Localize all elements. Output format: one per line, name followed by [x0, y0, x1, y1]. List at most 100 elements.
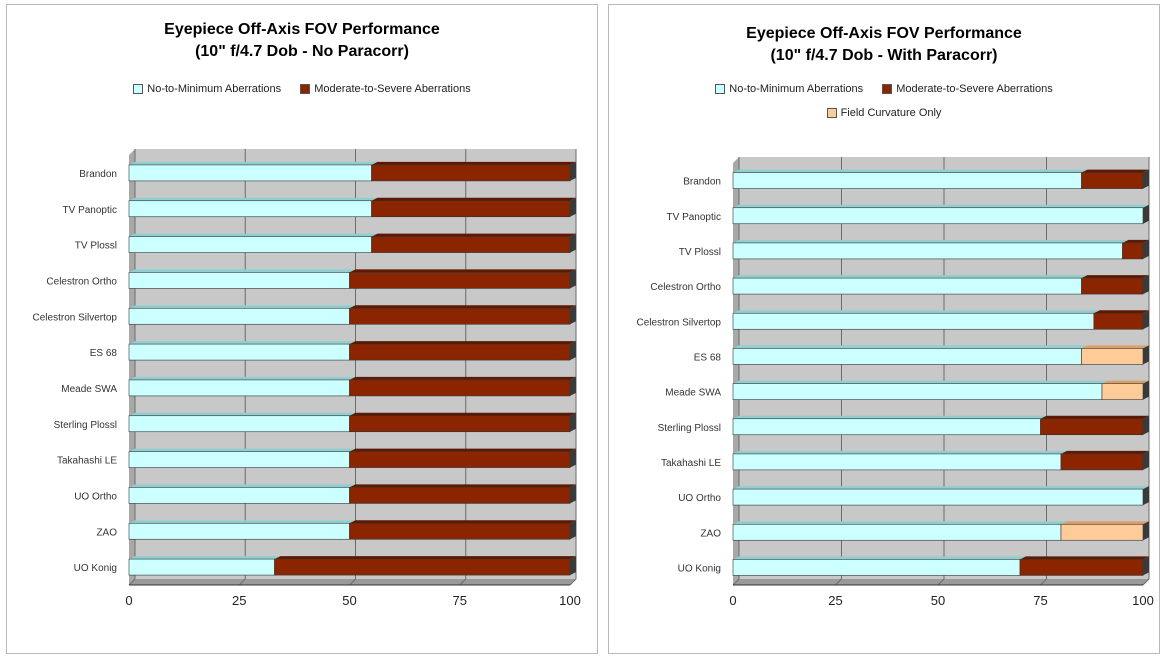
bar-tv-panoptic-no-to-minimum-aberrations — [732, 204, 1149, 225]
bar-sterling-plossl-moderate-to-severe-aberrations — [349, 412, 576, 433]
category-label: UO Konig — [678, 563, 721, 574]
bar-zao-moderate-to-severe-aberrations — [349, 520, 576, 540]
bar-brandon-no-to-minimum-aberrations-front — [732, 172, 1082, 189]
bar-brandon-moderate-to-severe-aberrations-top — [1081, 169, 1149, 173]
bar-end-cap — [570, 341, 576, 361]
bar-tv-panoptic-no-to-minimum-aberrations-front — [732, 207, 1144, 225]
bar-meade-swa-no-to-minimum-aberrations-top — [129, 376, 356, 380]
bar-takahashi-le-no-to-minimum-aberrations-front — [128, 451, 350, 468]
bar-tv-panoptic-moderate-to-severe-aberrations-front — [371, 200, 571, 218]
category-label: Celestron Ortho — [46, 276, 117, 287]
bar-sterling-plossl-moderate-to-severe-aberrations-front — [349, 415, 571, 433]
bar-uo-ortho-no-to-minimum-aberrations-top — [733, 486, 1149, 490]
bar-meade-swa-field-curvature-only-top — [1102, 380, 1149, 384]
legend-label: Moderate-to-Severe Aberrations — [314, 83, 471, 95]
chart-legend: No-to-Minimum Aberrations Moderate-to-Se… — [7, 83, 597, 97]
legend-swatch-moderate-to-severe — [882, 84, 893, 94]
legend-label: Moderate-to-Severe Aberrations — [896, 83, 1053, 95]
bar-celestron-silvertop-no-to-minimum-aberrations — [128, 305, 356, 325]
bar-end-cap — [1143, 239, 1149, 259]
bar-brandon-moderate-to-severe-aberrations — [371, 161, 576, 182]
bar-celestron-ortho-moderate-to-severe-aberrations-front — [1081, 277, 1144, 295]
bar-celestron-silvertop-no-to-minimum-aberrations-top — [129, 305, 356, 309]
bar-es-68-field-curvature-only-front — [1081, 348, 1144, 365]
gridline-floor — [459, 578, 467, 586]
bar-sterling-plossl-no-to-minimum-aberrations-front — [128, 415, 350, 433]
bar-takahashi-le-moderate-to-severe-aberrations-front — [1060, 453, 1144, 471]
category-label: ZAO — [700, 528, 721, 539]
x-tick-label: 25 — [828, 593, 842, 608]
bar-uo-konig-moderate-to-severe-aberrations-top — [274, 556, 576, 560]
bar-end-cap — [1143, 486, 1149, 506]
category-label: UO Ortho — [678, 493, 721, 504]
bar-end-cap — [570, 520, 576, 540]
category-label: Meade SWA — [665, 388, 721, 399]
chart-title-line-1: Eyepiece Off-Axis FOV Performance — [164, 21, 440, 38]
bar-end-cap — [570, 412, 576, 432]
chart-title-line-2: (10" f/4.7 Dob - With Paracorr) — [770, 47, 998, 64]
bar-es-68-moderate-to-severe-aberrations-front — [349, 343, 571, 361]
category-label: Celestron Ortho — [650, 282, 721, 293]
bar-tv-plossl-moderate-to-severe-aberrations-top — [1122, 239, 1149, 243]
bar-tv-panoptic-moderate-to-severe-aberrations-top — [371, 197, 576, 201]
bar-uo-konig-no-to-minimum-aberrations — [732, 556, 1026, 576]
bar-es-68-no-to-minimum-aberrations-top — [129, 341, 356, 345]
bar-tv-plossl-moderate-to-severe-aberrations-top — [371, 233, 576, 237]
category-label: TV Panoptic — [667, 212, 721, 223]
bar-meade-swa-no-to-minimum-aberrations-top — [733, 380, 1108, 384]
bar-tv-panoptic-moderate-to-severe-aberrations — [371, 197, 576, 218]
bar-takahashi-le-moderate-to-severe-aberrations-top — [349, 448, 576, 452]
bar-celestron-silvertop-moderate-to-severe-aberrations-front — [1093, 312, 1144, 330]
bar-meade-swa-moderate-to-severe-aberrations-front — [349, 379, 571, 397]
bar-celestron-silvertop-no-to-minimum-aberrations-front — [732, 312, 1095, 330]
bar-sterling-plossl-no-to-minimum-aberrations — [128, 412, 356, 433]
bar-uo-konig-moderate-to-severe-aberrations-top — [1020, 556, 1149, 560]
x-tick-label: 50 — [931, 593, 945, 608]
legend-item-no-to-minimum: No-to-Minimum Aberrations — [133, 83, 281, 95]
bar-sterling-plossl-moderate-to-severe-aberrations-front — [1040, 418, 1144, 436]
bar-end-cap — [570, 305, 576, 325]
bar-celestron-ortho-no-to-minimum-aberrations-top — [733, 275, 1088, 279]
x-tick-label: 0 — [125, 593, 132, 608]
bar-takahashi-le-no-to-minimum-aberrations — [732, 450, 1067, 471]
legend-label: No-to-Minimum Aberrations — [147, 83, 282, 95]
chart-panel-no-paracorr: Eyepiece Off-Axis FOV Performance (10" f… — [6, 4, 598, 654]
bar-es-68-no-to-minimum-aberrations — [128, 341, 356, 361]
bar-uo-konig-moderate-to-severe-aberrations-front — [1019, 559, 1144, 576]
bar-tv-plossl-no-to-minimum-aberrations — [128, 233, 378, 253]
bar-sterling-plossl-no-to-minimum-aberrations-front — [732, 418, 1041, 436]
gridline-floor — [569, 578, 577, 586]
legend-item-no-to-minimum: No-to-Minimum Aberrations — [715, 83, 863, 95]
bar-sterling-plossl-no-to-minimum-aberrations — [732, 415, 1047, 436]
bar-sterling-plossl-moderate-to-severe-aberrations-top — [349, 412, 576, 416]
bar-zao-no-to-minimum-aberrations-front — [732, 523, 1062, 541]
bar-celestron-ortho-no-to-minimum-aberrations-front — [732, 277, 1082, 295]
gridline-floor — [128, 578, 136, 586]
category-label: Takahashi LE — [57, 456, 117, 467]
bar-es-68-moderate-to-severe-aberrations — [349, 341, 576, 361]
bar-es-68-no-to-minimum-aberrations-front — [128, 343, 350, 361]
bar-celestron-ortho-moderate-to-severe-aberrations-top — [349, 269, 576, 273]
bar-zao-field-curvature-only-front — [1060, 523, 1144, 541]
bar-es-68-field-curvature-only — [1081, 345, 1149, 365]
bar-zao-moderate-to-severe-aberrations-top — [349, 520, 576, 524]
bar-celestron-silvertop-moderate-to-severe-aberrations-top — [349, 305, 576, 309]
bar-takahashi-le-moderate-to-severe-aberrations — [349, 448, 576, 468]
bar-sterling-plossl-no-to-minimum-aberrations-top — [733, 415, 1047, 419]
x-tick-label: 50 — [342, 593, 356, 608]
category-label: Takahashi LE — [661, 458, 721, 469]
bar-uo-konig-no-to-minimum-aberrations-front — [128, 558, 275, 576]
bar-end-cap — [1143, 380, 1149, 400]
bar-takahashi-le-moderate-to-severe-aberrations-front — [349, 451, 571, 468]
bar-uo-ortho-no-to-minimum-aberrations-top — [129, 484, 356, 488]
bar-takahashi-le-no-to-minimum-aberrations-front — [732, 453, 1062, 471]
bar-end-cap — [570, 197, 576, 217]
bar-brandon-no-to-minimum-aberrations-front — [128, 164, 372, 182]
bar-zao-no-to-minimum-aberrations — [732, 521, 1067, 541]
bar-brandon-no-to-minimum-aberrations-top — [129, 161, 378, 165]
bar-end-cap — [1143, 415, 1149, 435]
legend-swatch-no-to-minimum — [133, 84, 144, 94]
category-label: Celestron Silvertop — [637, 317, 722, 328]
bar-meade-swa-field-curvature-only — [1101, 380, 1149, 400]
bar-takahashi-le-no-to-minimum-aberrations — [128, 448, 356, 468]
